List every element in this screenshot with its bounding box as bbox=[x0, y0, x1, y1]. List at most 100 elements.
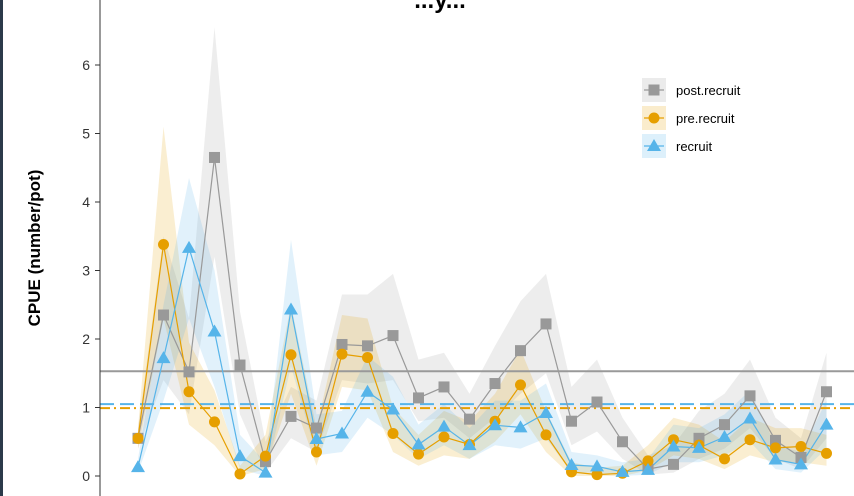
point-pre-recruit bbox=[540, 429, 552, 441]
legend: post.recruit pre.recruit recruit bbox=[642, 78, 741, 158]
point-recruit bbox=[182, 240, 196, 253]
point-recruit bbox=[743, 411, 757, 424]
point-post-recruit bbox=[591, 396, 603, 408]
point-recruit bbox=[488, 418, 502, 431]
point-pre-recruit bbox=[336, 348, 348, 360]
point-post-recruit bbox=[693, 432, 705, 444]
legend-marker-post-recruit bbox=[648, 84, 660, 96]
point-post-recruit bbox=[234, 359, 246, 371]
y-tick-label: 5 bbox=[82, 126, 90, 142]
legend-label-pre-recruit: pre.recruit bbox=[676, 111, 735, 126]
point-recruit bbox=[131, 460, 145, 473]
point-pre-recruit bbox=[285, 349, 297, 361]
point-pre-recruit bbox=[311, 446, 322, 458]
point-recruit bbox=[284, 302, 298, 315]
point-post-recruit bbox=[464, 413, 475, 425]
point-post-recruit bbox=[744, 390, 756, 402]
point-recruit bbox=[437, 419, 451, 432]
reference-lines bbox=[100, 370, 854, 410]
point-recruit bbox=[309, 432, 324, 445]
band-recruit bbox=[138, 178, 827, 476]
point-recruit bbox=[641, 462, 655, 475]
point-recruit bbox=[666, 439, 681, 452]
y-tick-label: 2 bbox=[82, 331, 90, 347]
point-recruit bbox=[539, 405, 553, 418]
point-post-recruit bbox=[183, 366, 195, 378]
point-pre-recruit bbox=[719, 453, 730, 465]
legend-item-pre-recruit: pre.recruit bbox=[642, 106, 735, 130]
point-post-recruit bbox=[540, 318, 552, 330]
point-recruit bbox=[258, 465, 273, 478]
point-pre-recruit bbox=[438, 431, 450, 443]
point-pre-recruit bbox=[642, 455, 654, 467]
y-tick-label: 0 bbox=[82, 468, 90, 484]
point-recruit bbox=[692, 440, 706, 453]
legend-marker-pre-recruit bbox=[648, 112, 660, 124]
legend-label-post-recruit: post.recruit bbox=[676, 83, 741, 98]
point-recruit bbox=[564, 458, 579, 471]
point-post-recruit bbox=[311, 422, 322, 434]
point-pre-recruit bbox=[744, 434, 756, 446]
point-recruit bbox=[590, 459, 604, 472]
point-pre-recruit bbox=[821, 447, 832, 459]
point-pre-recruit bbox=[132, 432, 144, 444]
point-post-recruit bbox=[209, 151, 220, 163]
y-tick-label: 6 bbox=[82, 57, 90, 73]
point-recruit bbox=[513, 420, 528, 433]
point-post-recruit bbox=[336, 338, 348, 350]
point-recruit bbox=[794, 457, 808, 470]
legend-label-recruit: recruit bbox=[676, 139, 713, 154]
legend-item-recruit: recruit bbox=[642, 134, 713, 158]
point-pre-recruit bbox=[387, 428, 399, 440]
point-pre-recruit bbox=[183, 386, 195, 398]
point-pre-recruit bbox=[591, 469, 603, 481]
legend-marker-recruit bbox=[647, 139, 661, 151]
point-pre-recruit bbox=[260, 450, 271, 462]
point-post-recruit bbox=[438, 381, 450, 393]
point-post-recruit bbox=[821, 386, 832, 398]
y-tick-label: 1 bbox=[82, 400, 90, 416]
point-pre-recruit bbox=[158, 238, 169, 250]
point-recruit bbox=[411, 437, 426, 450]
point-recruit bbox=[360, 384, 375, 397]
point-pre-recruit bbox=[770, 442, 781, 454]
point-recruit bbox=[156, 351, 171, 364]
line-recruit bbox=[137, 245, 828, 474]
y-axis-ticks: 0 1 2 3 4 5 6 bbox=[82, 57, 100, 484]
series-lines bbox=[137, 157, 828, 476]
series-markers bbox=[131, 151, 834, 481]
point-post-recruit bbox=[668, 458, 679, 470]
point-recruit bbox=[335, 426, 349, 439]
point-post-recruit bbox=[362, 340, 373, 352]
point-post-recruit bbox=[617, 436, 628, 448]
y-tick-label: 4 bbox=[82, 194, 90, 210]
point-post-recruit bbox=[285, 410, 297, 422]
point-pre-recruit bbox=[209, 416, 220, 428]
point-post-recruit bbox=[719, 419, 730, 431]
band-pre-recruit bbox=[138, 126, 827, 476]
legend-item-post-recruit: post.recruit bbox=[642, 78, 741, 102]
point-pre-recruit bbox=[234, 468, 246, 480]
line-post-recruit bbox=[137, 157, 828, 470]
point-recruit bbox=[462, 438, 477, 451]
point-recruit bbox=[386, 402, 400, 415]
point-recruit bbox=[233, 449, 247, 462]
point-post-recruit bbox=[413, 392, 424, 404]
y-tick-label: 3 bbox=[82, 263, 90, 279]
point-recruit bbox=[615, 464, 630, 477]
y-axis-label: CPUE (number/pot) bbox=[25, 170, 44, 327]
point-pre-recruit bbox=[795, 441, 807, 453]
point-post-recruit bbox=[566, 415, 577, 427]
point-recruit bbox=[717, 429, 732, 442]
point-pre-recruit bbox=[515, 379, 526, 391]
point-post-recruit bbox=[515, 345, 526, 357]
point-recruit bbox=[768, 452, 783, 465]
chart-title: ...y... bbox=[414, 0, 466, 14]
window-edge bbox=[0, 0, 3, 496]
point-post-recruit bbox=[770, 434, 781, 446]
point-recruit bbox=[819, 417, 834, 430]
point-post-recruit bbox=[158, 309, 169, 321]
point-post-recruit bbox=[387, 330, 399, 342]
point-post-recruit bbox=[489, 378, 501, 390]
